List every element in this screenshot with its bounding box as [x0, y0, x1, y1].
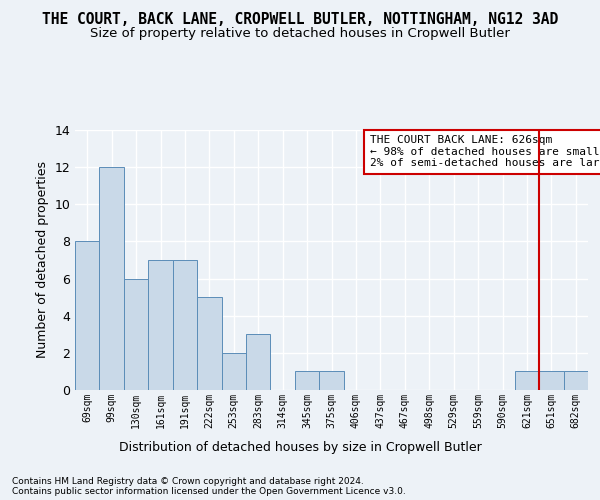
Y-axis label: Number of detached properties: Number of detached properties — [36, 162, 49, 358]
Text: Size of property relative to detached houses in Cropwell Butler: Size of property relative to detached ho… — [90, 28, 510, 40]
Bar — [221, 353, 246, 390]
Text: THE COURT BACK LANE: 626sqm
← 98% of detached houses are smaller (54)
2% of semi: THE COURT BACK LANE: 626sqm ← 98% of det… — [370, 135, 600, 168]
Bar — [173, 260, 197, 390]
Bar — [563, 372, 588, 390]
Bar — [75, 242, 100, 390]
Text: THE COURT, BACK LANE, CROPWELL BUTLER, NOTTINGHAM, NG12 3AD: THE COURT, BACK LANE, CROPWELL BUTLER, N… — [42, 12, 558, 28]
Bar — [100, 167, 124, 390]
Bar — [515, 372, 539, 390]
Text: Contains HM Land Registry data © Crown copyright and database right 2024.: Contains HM Land Registry data © Crown c… — [12, 476, 364, 486]
Bar — [319, 372, 344, 390]
Text: Distribution of detached houses by size in Cropwell Butler: Distribution of detached houses by size … — [119, 441, 481, 454]
Bar — [148, 260, 173, 390]
Bar — [124, 278, 148, 390]
Bar — [246, 334, 271, 390]
Bar — [539, 372, 563, 390]
Bar — [295, 372, 319, 390]
Bar — [197, 297, 221, 390]
Text: Contains public sector information licensed under the Open Government Licence v3: Contains public sector information licen… — [12, 486, 406, 496]
